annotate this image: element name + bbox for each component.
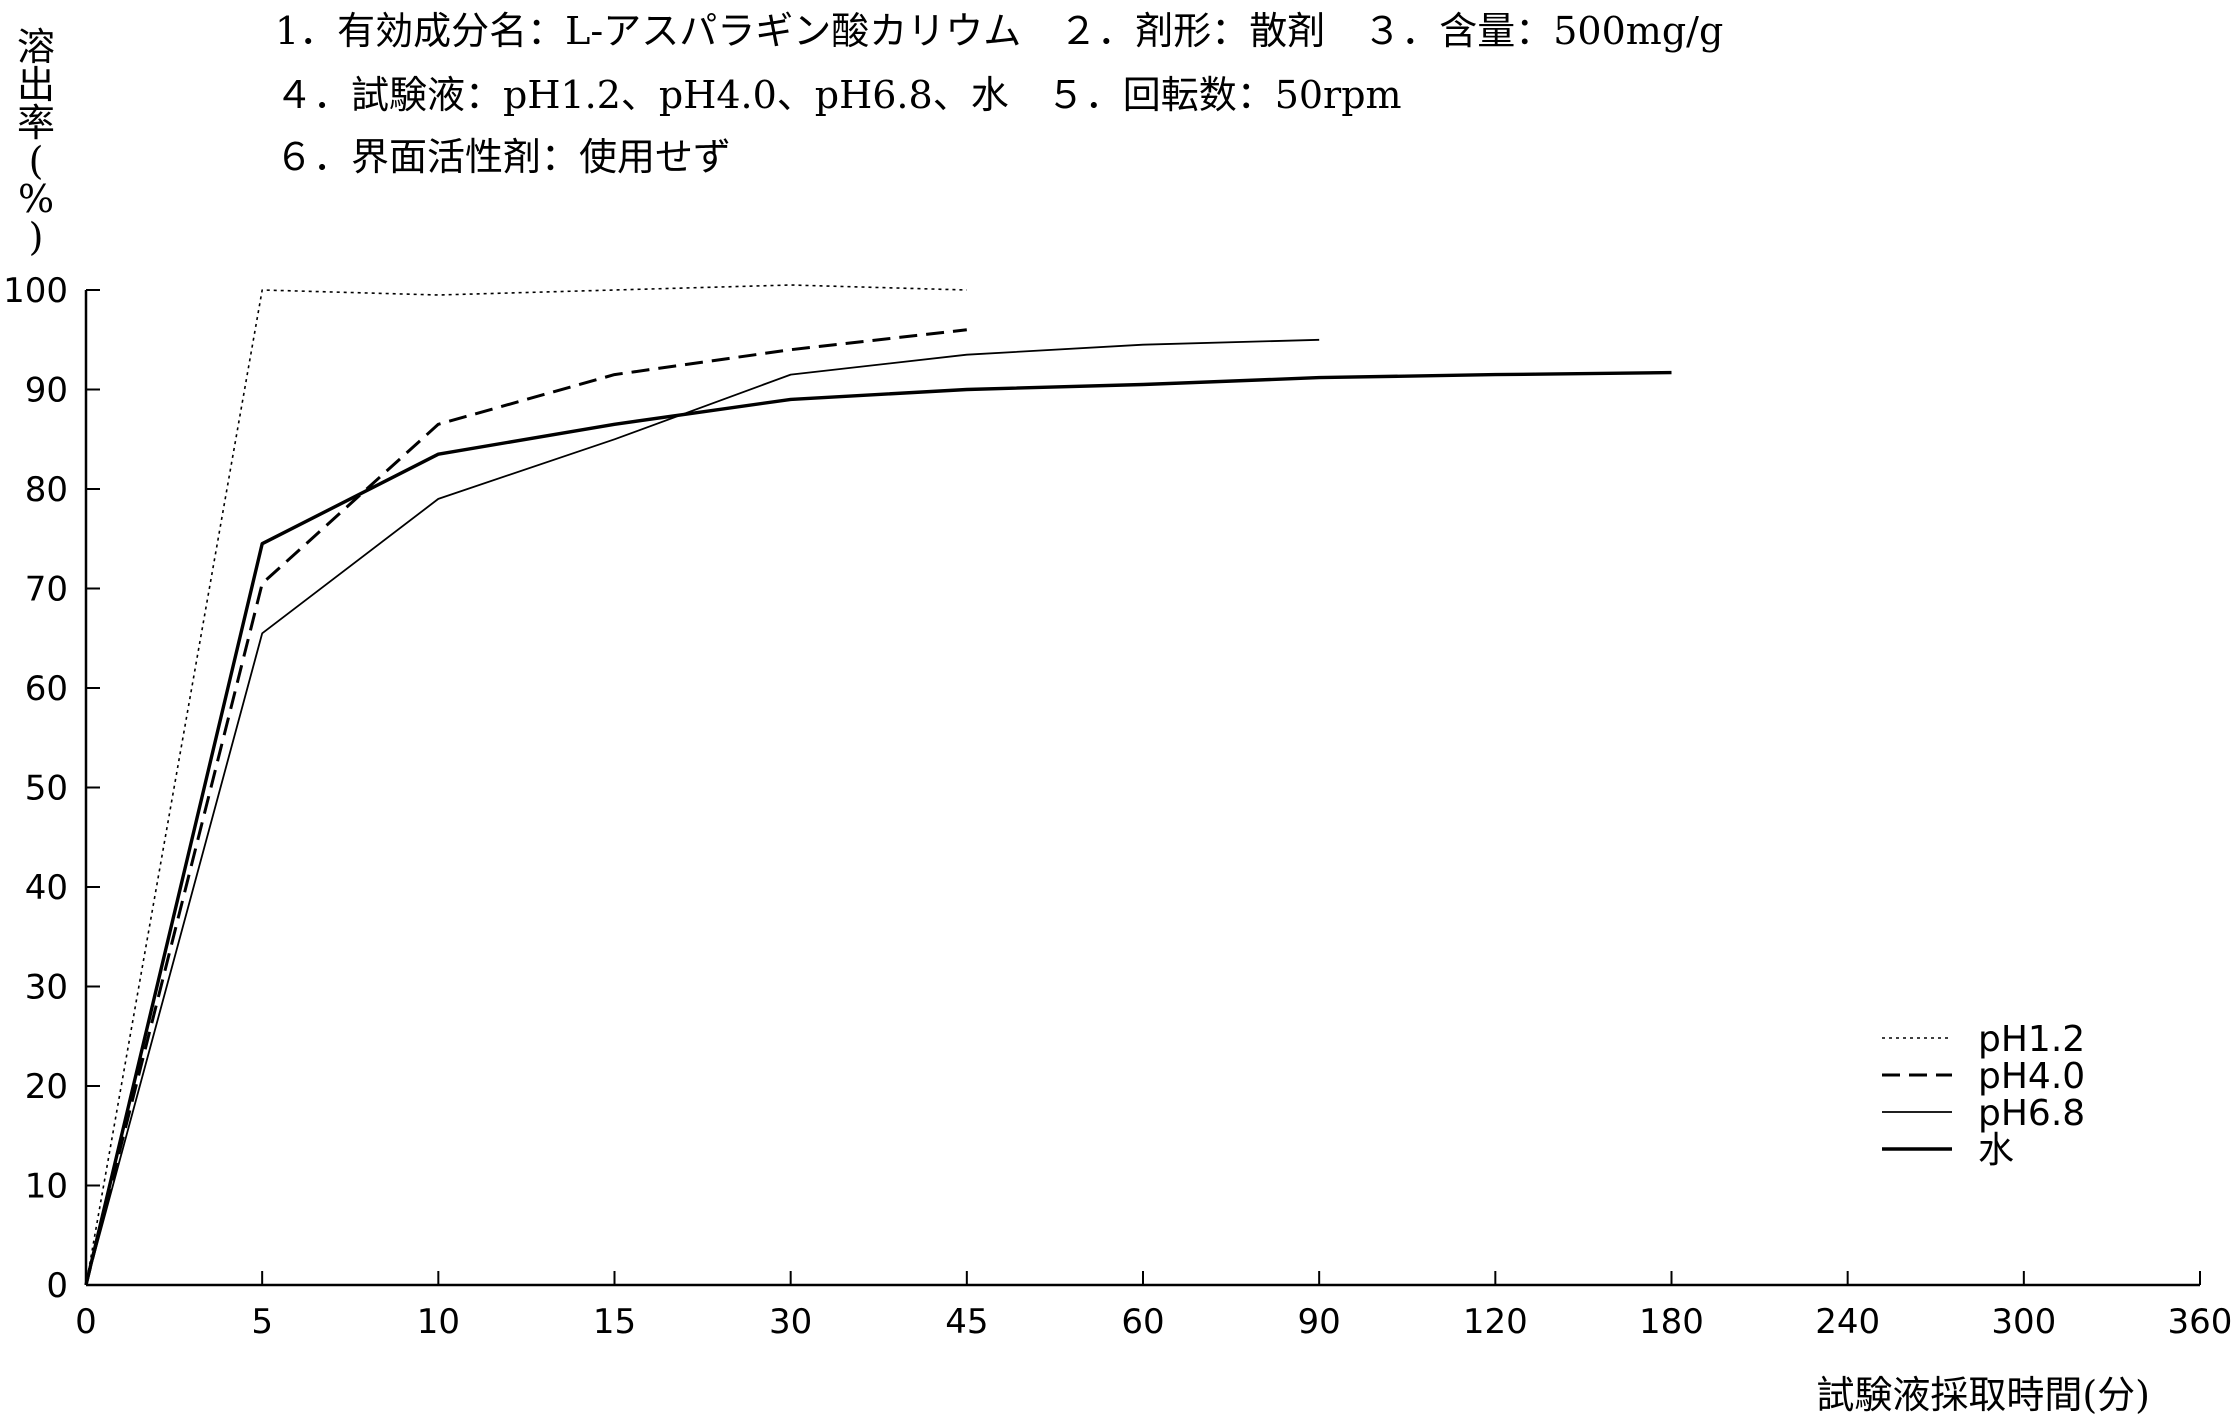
axes — [84, 290, 2200, 1287]
x-tick-label: 5 — [251, 1302, 273, 1342]
x-tick-label: 360 — [2168, 1302, 2233, 1342]
y-tick-label: 10 — [25, 1167, 68, 1207]
legend-label: 水 — [1978, 1130, 2014, 1171]
conditions-line-2: ４．試験液：pH1.2、pH4.0、pH6.8、水 ５．回転数：50rpm — [275, 73, 1402, 117]
series-line-3 — [85, 338, 1320, 1286]
y-tick-label: 20 — [25, 1067, 68, 1107]
legend-label: pH4.0 — [1978, 1056, 2085, 1097]
conditions-line-1: 1．有効成分名：L-アスパラギン酸カリウム ２．剤形：散剤 ３．含量：500mg… — [275, 9, 1723, 53]
x-tick-label: 180 — [1639, 1302, 1704, 1342]
x-tick-label: 10 — [417, 1302, 460, 1342]
y-axis-title-char: ( — [29, 139, 44, 183]
series-lines — [84, 284, 1672, 1286]
y-tick-label: 30 — [25, 968, 68, 1008]
y-axis-ticks: 0 10 20 30 40 50 60 70 80 90 100 — [3, 271, 100, 1306]
y-tick-label: 40 — [25, 868, 68, 908]
y-axis-title: 溶出率(%) — [17, 25, 55, 259]
y-axis-title-char: % — [18, 177, 54, 221]
x-tick-label: 90 — [1298, 1302, 1341, 1342]
x-tick-label: 45 — [945, 1302, 988, 1342]
x-tick-label: 15 — [593, 1302, 636, 1342]
y-tick-label: 90 — [25, 371, 68, 411]
x-tick-label: 0 — [75, 1302, 97, 1342]
y-tick-label: 80 — [25, 470, 68, 510]
conditions-line-3: ６．界面活性剤：使用せず — [275, 135, 731, 179]
y-tick-label: 70 — [25, 570, 68, 610]
x-tick-label: 60 — [1121, 1302, 1164, 1342]
x-tick-label: 300 — [1991, 1302, 2056, 1342]
y-tick-label: 50 — [25, 769, 68, 809]
y-axis-title-char: ) — [29, 215, 44, 259]
x-tick-label: 30 — [769, 1302, 812, 1342]
y-axis-title-char: 率 — [17, 101, 55, 145]
series-line-1 — [85, 284, 967, 1286]
x-axis-title: 試験液採取時間(分) — [1816, 1373, 2150, 1417]
y-tick-label: 0 — [46, 1266, 68, 1306]
y-tick-label: 100 — [3, 271, 68, 311]
x-tick-label: 240 — [1815, 1302, 1880, 1342]
legend-label: pH6.8 — [1978, 1093, 2085, 1134]
y-tick-label: 60 — [25, 669, 68, 709]
y-axis-title-char: 溶 — [17, 25, 55, 69]
legend-label: pH1.2 — [1978, 1019, 2085, 1060]
x-tick-label: 120 — [1463, 1302, 1528, 1342]
y-axis-title-char: 出 — [17, 63, 55, 107]
x-axis-ticks: 0 5 10 15 30 45 60 90 120 180 240 300 360 — [75, 1271, 2232, 1342]
series-line-2 — [84, 328, 967, 1286]
series-line-4 — [84, 370, 1672, 1286]
